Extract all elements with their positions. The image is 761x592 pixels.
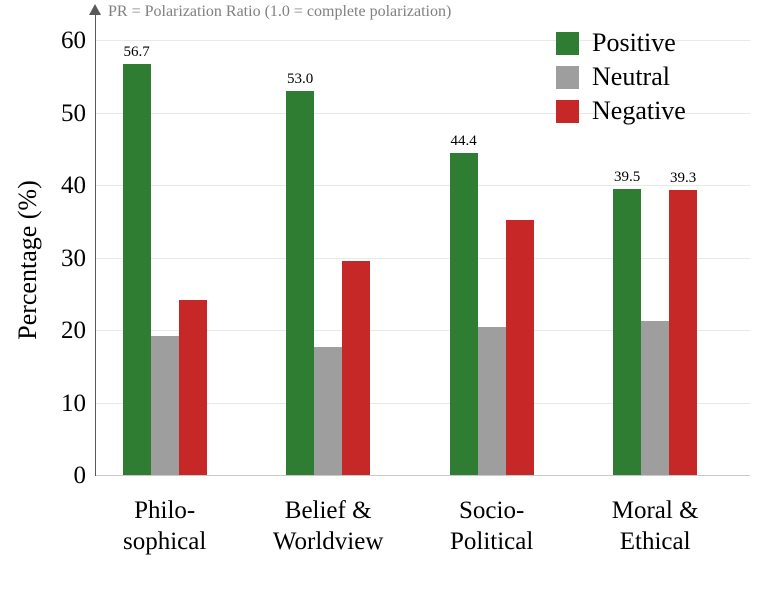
x-axis-category-label: Philo-sophical <box>70 495 260 557</box>
legend-label: Negative <box>592 96 686 125</box>
y-axis-title: Percentage (%) <box>13 180 42 340</box>
legend-item-neutral[interactable]: Neutral <box>556 60 756 94</box>
legend-swatch-icon <box>556 31 579 55</box>
x-label-line-2: Worldview <box>272 528 384 555</box>
y-axis-tick-label: 50 <box>61 99 86 127</box>
x-label-line-1: Belief & <box>284 497 372 524</box>
bar-negative <box>669 190 698 475</box>
x-axis-category-label: Socio- Political <box>397 495 587 557</box>
legend-item-negative[interactable]: Negative <box>556 94 756 128</box>
bar-positive <box>449 153 478 475</box>
x-axis-category-label: Moral & Ethical <box>560 495 750 557</box>
polarization-ratio-note: PR = Polarization Ratio (1.0 = complete … <box>108 3 452 20</box>
legend-swatch-icon <box>556 65 579 89</box>
bar-neutral <box>477 327 506 475</box>
legend: Positive Neutral Negative <box>556 26 756 128</box>
gridline <box>96 185 750 186</box>
plot-area: 56.7 53.0 44.4 39.5 39.3 <box>96 40 750 475</box>
bar-negative <box>342 261 371 475</box>
legend-label: Positive <box>592 28 676 57</box>
bar-value-label: 56.7 <box>123 43 150 60</box>
legend-label: Neutral <box>592 62 670 91</box>
y-axis-tick-label: 40 <box>61 172 86 199</box>
y-axis-tick-label: 10 <box>61 389 86 417</box>
gridline <box>96 40 750 41</box>
bar-negative <box>505 219 534 475</box>
y-axis-arrow-icon <box>89 4 101 15</box>
bar-neutral <box>314 347 343 475</box>
x-axis-category-label: Belief & Worldview <box>233 495 423 557</box>
x-label-line-2: Ethical <box>619 528 691 555</box>
bar-neutral <box>150 335 179 475</box>
gridline <box>96 402 750 404</box>
bar-positive <box>613 188 642 475</box>
x-label-line-1: Moral & <box>611 497 699 524</box>
bar-positive <box>122 63 151 475</box>
gridline <box>96 257 750 259</box>
legend-swatch-icon <box>556 99 579 123</box>
x-label-line-1: Philo- <box>134 497 196 524</box>
gridline <box>96 112 750 114</box>
x-label-line-1: Socio- <box>459 497 525 524</box>
y-axis-tick-label: 0 <box>73 462 87 489</box>
y-axis-tick-label: 60 <box>61 27 86 54</box>
gridline <box>96 330 750 331</box>
x-label-line-2: sophical <box>122 528 207 555</box>
y-axis-tick-labels: 0 10 20 30 40 50 60 <box>0 0 86 592</box>
y-axis-line <box>95 12 97 476</box>
y-axis-tick-label: 30 <box>61 244 86 272</box>
x-label-line-2: Political <box>449 528 534 555</box>
legend-item-positive[interactable]: Positive <box>556 26 756 60</box>
y-axis-tick-label: 20 <box>61 317 86 344</box>
bar-value-label: 53.0 <box>287 70 314 87</box>
bar-positive <box>286 90 315 475</box>
bar-value-label: 39.5 <box>614 168 641 185</box>
bar-value-label: 39.3 <box>670 170 697 187</box>
bar-negative <box>178 299 207 475</box>
bar-value-label: 44.4 <box>450 133 477 150</box>
bar-neutral <box>641 321 670 475</box>
x-axis-baseline <box>96 475 750 476</box>
